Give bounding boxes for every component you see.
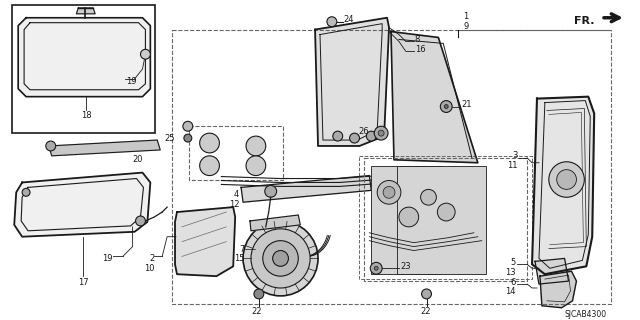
Text: 11: 11	[507, 161, 517, 170]
Text: 14: 14	[505, 287, 515, 296]
Circle shape	[243, 221, 318, 296]
Circle shape	[377, 180, 401, 204]
Circle shape	[399, 207, 419, 227]
Circle shape	[183, 121, 193, 131]
Circle shape	[422, 289, 431, 299]
Circle shape	[200, 133, 220, 153]
Circle shape	[383, 187, 395, 198]
Circle shape	[366, 131, 376, 141]
Text: 13: 13	[505, 268, 515, 277]
Text: 24: 24	[344, 15, 354, 24]
Bar	[397, 166, 486, 274]
Circle shape	[349, 133, 360, 143]
Text: 26: 26	[358, 127, 369, 136]
Circle shape	[46, 141, 56, 151]
Text: 9: 9	[463, 22, 468, 31]
Circle shape	[273, 251, 289, 266]
Polygon shape	[49, 140, 160, 156]
Bar	[371, 166, 440, 274]
Circle shape	[371, 262, 382, 274]
Circle shape	[378, 130, 384, 136]
Polygon shape	[250, 215, 300, 231]
Circle shape	[374, 126, 388, 140]
Polygon shape	[175, 207, 235, 276]
Text: 7: 7	[239, 244, 245, 254]
Polygon shape	[391, 32, 478, 163]
Text: SJCAB4300: SJCAB4300	[564, 310, 607, 319]
Circle shape	[444, 105, 448, 108]
Text: 4: 4	[234, 190, 239, 199]
Text: 6: 6	[510, 277, 515, 287]
Text: 20: 20	[132, 155, 143, 164]
Circle shape	[420, 189, 436, 205]
Polygon shape	[540, 271, 577, 308]
Circle shape	[557, 170, 577, 189]
Circle shape	[184, 134, 192, 142]
Text: 22: 22	[252, 307, 262, 316]
Circle shape	[246, 156, 266, 176]
Circle shape	[265, 185, 276, 197]
Text: 2: 2	[149, 254, 154, 263]
Text: 19: 19	[125, 77, 136, 86]
Text: 22: 22	[420, 307, 431, 316]
Text: 19: 19	[102, 254, 113, 263]
Bar	[172, 29, 611, 304]
Polygon shape	[532, 97, 594, 274]
Text: FR.: FR.	[573, 16, 594, 26]
Text: 25: 25	[164, 133, 175, 143]
Text: 23: 23	[401, 262, 412, 271]
Polygon shape	[18, 18, 150, 97]
Text: 15: 15	[234, 254, 245, 263]
Polygon shape	[315, 18, 389, 146]
Text: 17: 17	[78, 278, 88, 287]
Text: 18: 18	[81, 111, 92, 120]
Circle shape	[246, 136, 266, 156]
Polygon shape	[76, 8, 95, 14]
Polygon shape	[535, 259, 568, 284]
Polygon shape	[14, 172, 150, 237]
Text: 16: 16	[415, 45, 426, 54]
Text: 1: 1	[463, 12, 468, 21]
Circle shape	[22, 188, 30, 196]
Circle shape	[440, 100, 452, 112]
Text: 10: 10	[144, 264, 154, 273]
Text: 8: 8	[415, 35, 420, 44]
Text: 5: 5	[510, 258, 515, 267]
Circle shape	[136, 216, 145, 226]
Circle shape	[141, 49, 150, 59]
Circle shape	[549, 162, 584, 197]
Circle shape	[200, 156, 220, 176]
Polygon shape	[241, 176, 371, 202]
Bar	[12, 5, 156, 133]
Circle shape	[437, 203, 455, 221]
Circle shape	[263, 241, 298, 276]
Bar	[360, 156, 532, 279]
Circle shape	[327, 17, 337, 27]
Bar	[364, 158, 527, 281]
Circle shape	[374, 266, 378, 270]
Circle shape	[333, 131, 342, 141]
Text: 3: 3	[512, 151, 517, 160]
Bar	[189, 126, 282, 180]
Text: 21: 21	[461, 100, 472, 109]
Text: 12: 12	[228, 200, 239, 209]
Circle shape	[251, 229, 310, 288]
Circle shape	[254, 289, 264, 299]
